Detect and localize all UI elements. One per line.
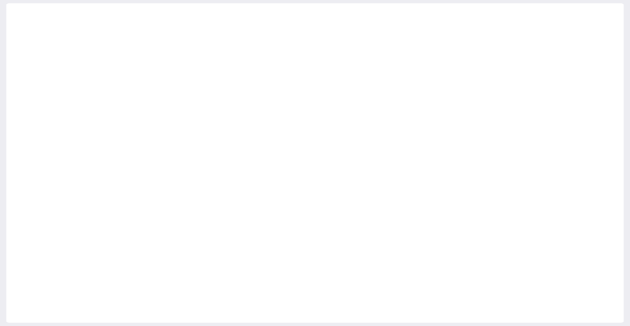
Circle shape — [561, 189, 579, 207]
Text: 280 mm: 280 mm — [476, 113, 540, 128]
Text: 560 mm: 560 mm — [476, 190, 540, 205]
FancyBboxPatch shape — [153, 200, 287, 226]
Text: 750 mm: 750 mm — [476, 229, 540, 244]
Text: velocity(5m/s): velocity(5m/s) — [486, 60, 600, 75]
Circle shape — [561, 151, 579, 169]
Text: 820 mm: 820 mm — [476, 266, 540, 281]
Text: Full-screen Snip: Full-screen Snip — [173, 206, 266, 219]
Text: 490 mm: 490 mm — [476, 153, 540, 168]
Circle shape — [561, 265, 579, 283]
Circle shape — [561, 227, 579, 245]
Circle shape — [561, 112, 579, 130]
Text: find the diameter through circular duct if the flow rate (0.98 m3/s) and: find the diameter through circular duct … — [38, 38, 608, 53]
